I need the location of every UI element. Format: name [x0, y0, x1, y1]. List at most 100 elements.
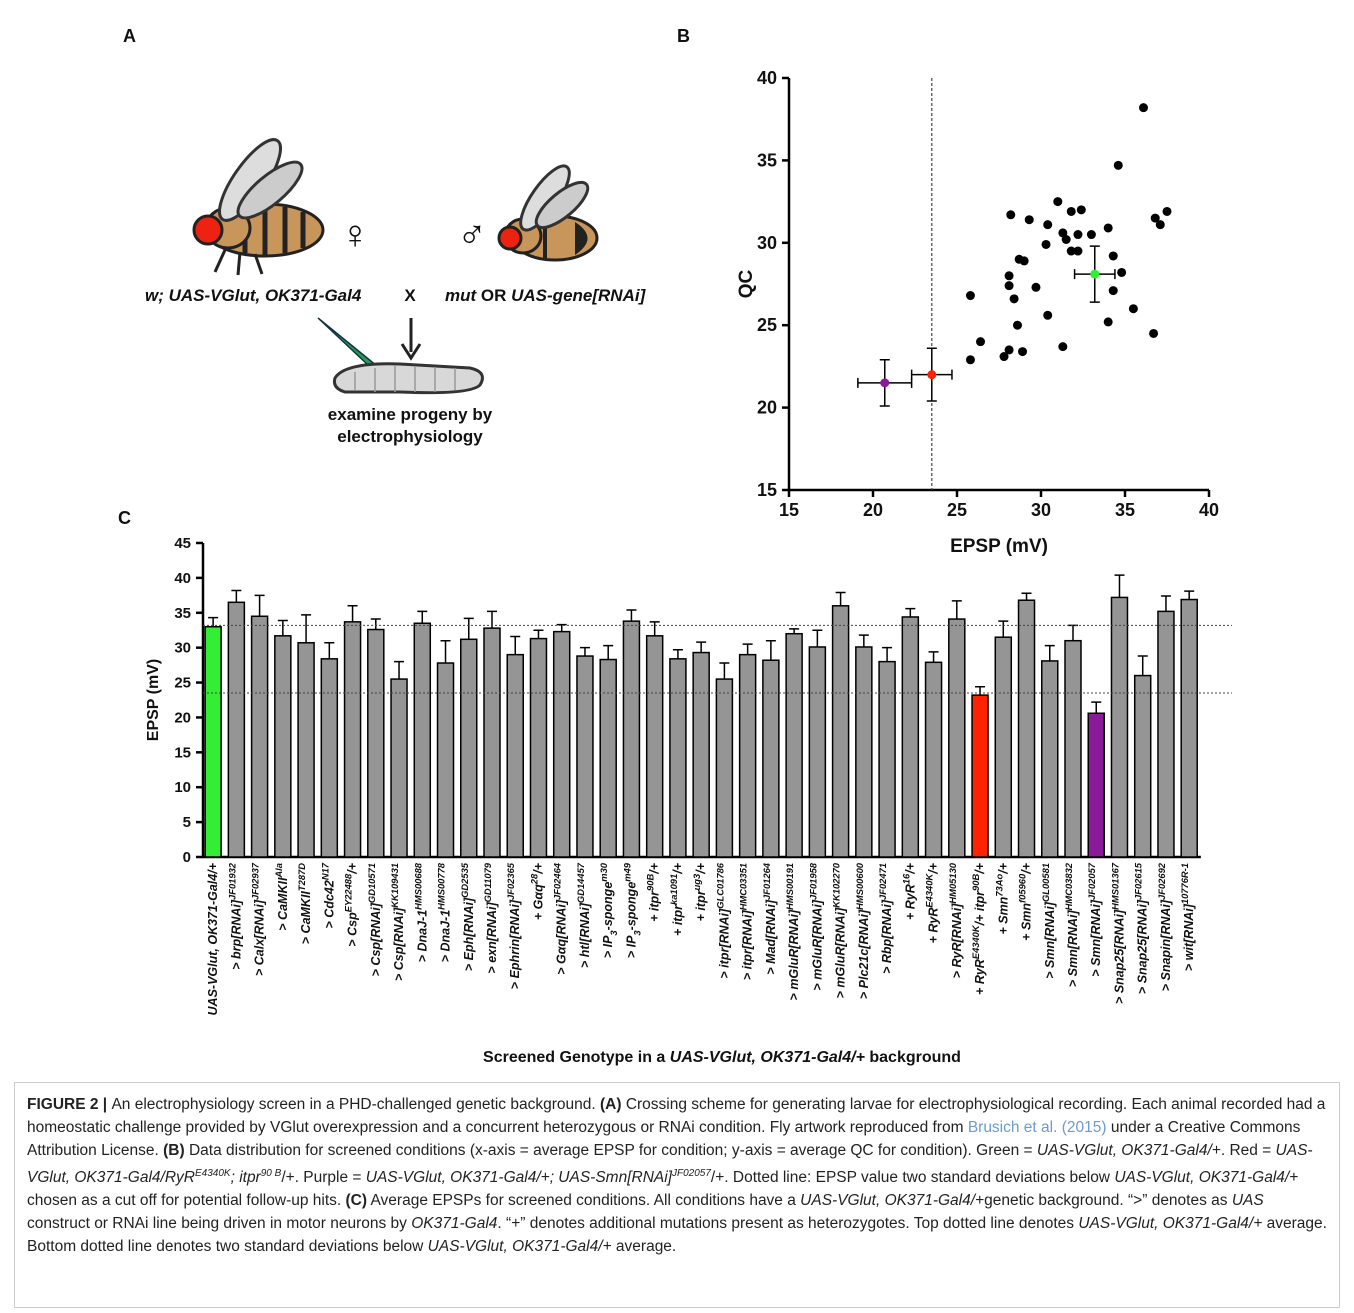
x-tick-label: > Snap25[RNAi]JF02615 [1134, 862, 1150, 994]
result-text: electrophysiology [337, 427, 483, 446]
x-tick-label: > Csp[RNAi]GD10571 [367, 863, 383, 976]
caption-link[interactable]: Brusich et al. (2015) [967, 1119, 1107, 1136]
error-bar [347, 605, 358, 622]
text-segment: 73Ao [994, 874, 1004, 897]
y-tick-label: 35 [174, 605, 191, 622]
point [1128, 304, 1138, 314]
text-segment: > Mad[RNAi] [764, 899, 778, 974]
text-segment: JF02471 [878, 863, 888, 900]
point [1061, 235, 1071, 245]
x-tick-label: > IP3-spongem30 [599, 862, 619, 958]
error-bar [231, 589, 242, 603]
text-segment: HM05130 [948, 862, 958, 903]
text-segment: HMC03832 [1064, 862, 1074, 910]
text-segment: > itpr[RNAi] [717, 908, 731, 979]
error-bar [208, 616, 219, 627]
x-tick-label: > Eph[RNAi]GD2535 [460, 862, 476, 971]
bar [1064, 639, 1082, 858]
caption-text: Crossing scheme for generating larvae fo… [27, 1096, 1326, 1136]
x-tick-label: + itprug3/+ [692, 862, 708, 921]
text-segment: JF02057 [1087, 862, 1097, 900]
caption-text: genetic background. “>” denotes as [984, 1192, 1232, 1210]
point [1066, 206, 1076, 216]
caption-bold: (C) [345, 1192, 368, 1210]
x-tick-label: > Calx[RNAi]JF02937 [251, 862, 267, 976]
bar [274, 635, 292, 858]
text-segment: GD14457 [576, 862, 586, 903]
x-tick-label: > itpr[RNAi]HMC03351 [739, 863, 755, 980]
x-tick-label: + Smnf05960/+ [1018, 862, 1034, 941]
text-segment: /+ [1020, 862, 1034, 874]
x-tick-label: + itprka1091/+ [669, 862, 685, 936]
text-segment: JF02615 [1134, 862, 1144, 900]
bar [529, 637, 548, 858]
bar [1017, 599, 1036, 858]
text-segment: > Eph[RNAi] [462, 897, 476, 971]
caption-italic: E4340K [194, 1168, 231, 1179]
bar [738, 653, 757, 858]
text-segment: KK109431 [390, 863, 400, 908]
text-segment: > htl[RNAi] [578, 902, 592, 968]
text-segment: + Smn [1020, 903, 1034, 941]
y-tick-label: 40 [174, 570, 191, 587]
error-bar [556, 623, 567, 632]
x-tick-label: > Smn[RNAi]JF02057 [1087, 862, 1103, 976]
text-segment: HMS00600 [855, 862, 865, 910]
bar [645, 635, 664, 858]
error-bar [905, 607, 916, 617]
bar [343, 621, 362, 858]
y-tick-label: 5 [183, 814, 191, 831]
error-bar [254, 594, 265, 617]
point [1149, 328, 1159, 338]
text-segment: 3 [609, 930, 619, 936]
text-segment: /+ [531, 862, 545, 874]
point [1155, 220, 1165, 230]
text-segment: f05960 [1018, 873, 1028, 903]
text-segment: 90B [971, 874, 981, 891]
text-segment: GL00581 [1041, 863, 1051, 902]
error-bar [858, 634, 869, 647]
caption-italic: UAS-VGlut, OK371-Gal4/+ [1078, 1215, 1263, 1233]
x-tick-label: 20 [863, 500, 883, 520]
text-segment: > Snap25[RNAi] [1112, 909, 1126, 1004]
figure-caption: FIGURE 2 | An electrophysiology screen i… [14, 1082, 1340, 1308]
bar [227, 601, 246, 858]
text-segment: JF01958 [808, 862, 818, 900]
x-tick-label: > itpr[RNAi]GLC01786 [715, 862, 731, 978]
point [1012, 320, 1022, 330]
fly-male [497, 164, 599, 262]
bar [506, 653, 524, 858]
x-tick-label: > IP3-spongem49 [622, 862, 642, 958]
y-tick-label: 35 [757, 150, 777, 170]
panel-label: B [677, 26, 690, 46]
text-segment: > Rbp[RNAi] [880, 899, 894, 974]
bar [831, 605, 850, 858]
error-bar [742, 643, 753, 655]
text-segment: m49 [622, 862, 632, 882]
panel-label: C [118, 508, 131, 528]
x-tick-label: > mGluR[RNAi]HMS00191 [785, 863, 801, 1000]
text-segment: > mGluR[RNAi] [810, 899, 824, 990]
point [1004, 271, 1014, 281]
x-tick-label: > DnaJ-1HMS00688 [413, 862, 429, 962]
caption-bold: FIGURE 2 | [27, 1096, 112, 1113]
y-tick-label: 15 [757, 480, 777, 500]
text-segment: /+ [973, 862, 987, 874]
error-bar [951, 600, 962, 620]
caption-superscript: JF02057 [672, 1168, 711, 1179]
bar [483, 627, 501, 858]
text-segment: /+ [927, 862, 941, 874]
caption-text: /+. Dotted line: EPSP value two standard… [710, 1169, 1115, 1187]
caption-italic: OK371-Gal4 [411, 1215, 498, 1233]
text-segment: > CaMKII [299, 891, 313, 945]
point [999, 352, 1009, 362]
text-segment: > exn[RNAi] [485, 902, 499, 974]
error-bar [1137, 655, 1148, 676]
text-segment: -sponge [601, 882, 615, 931]
male-genotype: mut OR UAS-gene[RNAi] [445, 286, 647, 305]
caption-text: chosen as a cut off for potential follow… [27, 1192, 346, 1210]
error-bar [835, 591, 846, 606]
text-segment: JF02365 [506, 862, 516, 900]
text-segment: /+ [996, 862, 1010, 874]
